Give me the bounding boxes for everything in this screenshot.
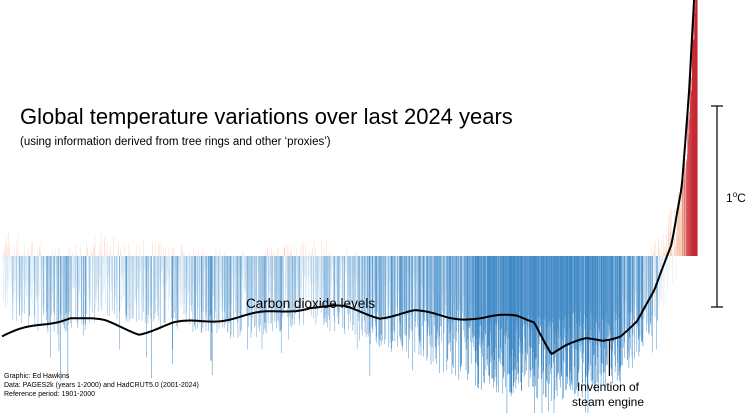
credit-reference: Reference period: 1901-2000: [4, 391, 96, 398]
co2-line: [1, 0, 696, 356]
annotation-line-2: steam engine: [571, 395, 645, 409]
steam-engine-annotation: Invention of steam engine: [566, 380, 650, 410]
scale-degree-symbol: o: [732, 190, 738, 199]
chart-subtitle: (using information derived from tree rin…: [20, 136, 331, 148]
chart-title: Global temperature variations over last …: [20, 104, 513, 129]
scale-unit: C: [737, 191, 746, 205]
credits: Graphic: Ed Hawkins Data: PAGES2k (years…: [4, 372, 199, 399]
annotation-line-1: Invention of: [576, 380, 640, 394]
scale-value: 1: [726, 191, 733, 205]
credit-graphic: Graphic: Ed Hawkins: [4, 373, 70, 380]
co2-line-label: Carbon dioxide levels: [246, 296, 376, 311]
temperature-bars: [2, 0, 698, 413]
scale-bar: [711, 105, 723, 308]
credit-data: Data: PAGES2k (years 1-2000) and HadCRUT…: [4, 382, 199, 389]
scale-bar-label: 1oC: [726, 190, 746, 205]
